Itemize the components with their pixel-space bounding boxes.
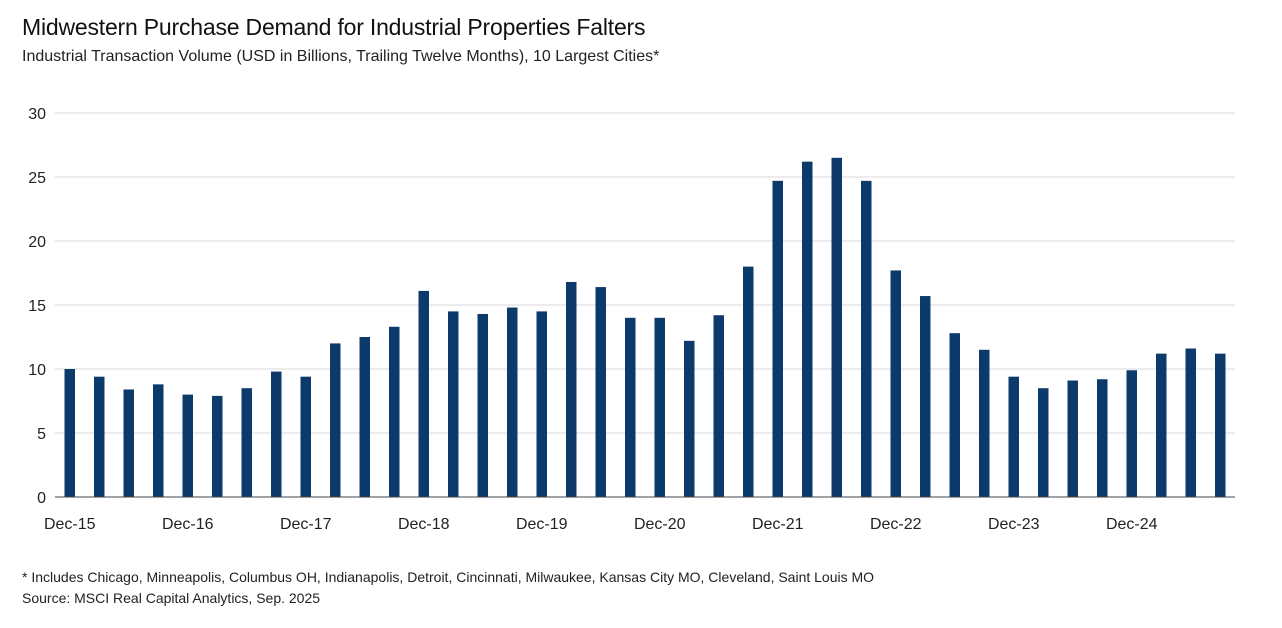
x-tick-label: Dec-21 [752,516,804,533]
bar [477,313,488,497]
bar [212,395,223,497]
bar [1215,353,1226,497]
footnote-cities: * Includes Chicago, Minneapolis, Columbu… [22,569,875,585]
bar [536,311,547,497]
x-tick-label: Dec-23 [988,516,1040,533]
chart-title: Midwestern Purchase Demand for Industria… [22,14,646,40]
y-tick-label: 30 [28,106,46,123]
y-tick-label: 15 [28,298,46,315]
bar [300,376,311,497]
x-tick-label: Dec-24 [1106,516,1158,533]
bar [1126,370,1137,497]
x-tick-label: Dec-18 [398,516,450,533]
bar [772,180,783,497]
bar [330,343,341,497]
bar [1008,376,1019,497]
y-tick-label: 25 [28,170,46,187]
bar [1097,379,1108,497]
bar [890,270,901,497]
bar [389,326,400,497]
x-tick-label: Dec-17 [280,516,332,533]
bar [861,180,872,497]
chart-subtitle: Industrial Transaction Volume (USD in Bi… [22,48,660,65]
bar [94,376,105,497]
bar [1038,388,1049,497]
x-tick-label: Dec-19 [516,516,568,533]
bar [654,317,665,497]
bar [359,337,370,497]
y-tick-label: 10 [28,362,46,379]
y-axis-tick-labels: 0 5 10 15 20 25 30 [28,106,46,507]
bar [153,384,164,497]
gridlines [55,112,1235,434]
bar [241,388,252,497]
source-note: Source: MSCI Real Capital Analytics, Sep… [22,590,321,606]
y-tick-label: 0 [37,490,46,507]
x-tick-label: Dec-16 [162,516,214,533]
y-tick-label: 20 [28,234,46,251]
bar [566,281,577,497]
bar [1185,348,1196,497]
x-tick-label: Dec-15 [44,516,96,533]
bar [418,290,429,497]
bar [949,333,960,497]
bar [123,389,134,497]
footnote-block: * Includes Chicago, Minneapolis, Columbu… [22,567,874,609]
bar [920,296,931,497]
bar [1156,353,1167,497]
x-tick-label: Dec-22 [870,516,922,533]
bar [271,371,282,497]
bar [182,394,193,497]
bar [507,307,518,497]
bar [713,315,724,497]
bars [64,157,1226,498]
bar [979,349,990,497]
x-tick-label: Dec-20 [634,516,686,533]
bar [448,311,459,497]
y-tick-label: 5 [37,426,46,443]
bar [684,340,695,497]
bar [802,161,813,497]
bar [595,287,606,497]
bar [1067,380,1078,497]
x-axis-tick-labels: Dec-15 Dec-16 Dec-17 Dec-18 Dec-19 Dec-20 Dec-… [44,516,1158,533]
bar [64,369,75,497]
bar [743,266,754,497]
bar [831,157,842,498]
bar [625,317,636,497]
